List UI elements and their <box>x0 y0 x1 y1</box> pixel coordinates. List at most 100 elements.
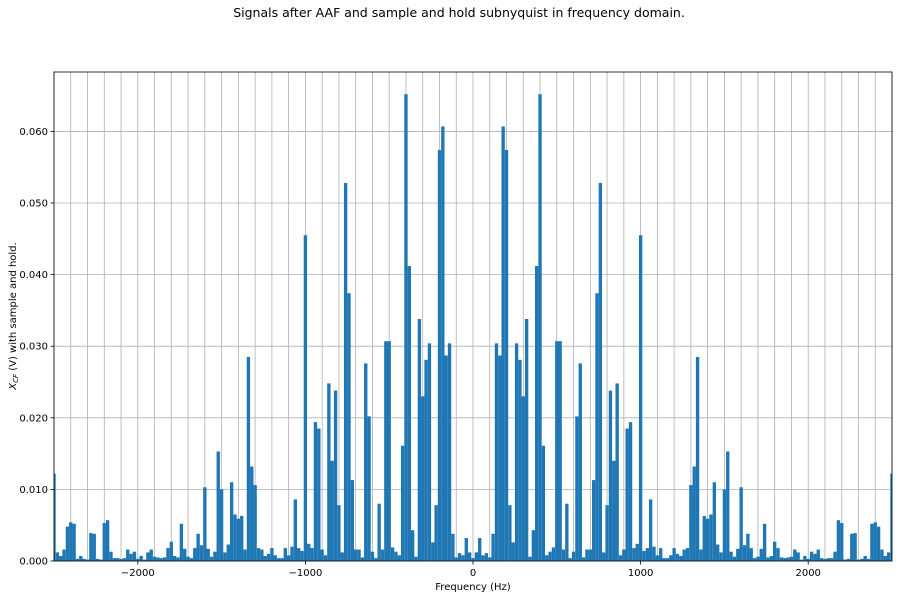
bar <box>732 556 737 561</box>
bar <box>136 558 140 561</box>
bar <box>585 549 589 561</box>
bar <box>813 553 817 561</box>
bar <box>608 390 613 561</box>
bar <box>122 558 127 561</box>
y-tick-label: 0.010 <box>19 485 48 496</box>
bar <box>689 485 693 561</box>
bar <box>246 356 251 561</box>
bar <box>280 558 284 561</box>
bar <box>350 480 355 561</box>
bar <box>75 558 80 561</box>
bar <box>199 545 204 561</box>
bar <box>166 548 170 561</box>
bar <box>156 557 160 561</box>
bar <box>176 557 180 561</box>
y-axis-label: XCF (V) with sample and hold. <box>8 242 20 390</box>
y-axis-label-rest: (V) with sample and hold. <box>8 242 19 374</box>
bar <box>129 553 133 561</box>
bar <box>652 546 656 561</box>
bar <box>347 293 351 561</box>
bar <box>531 530 536 561</box>
bar <box>672 548 676 561</box>
bar <box>146 552 150 561</box>
bar <box>491 533 495 561</box>
bar <box>833 551 837 561</box>
bar <box>286 555 291 561</box>
bar <box>829 558 834 561</box>
bar <box>270 548 274 561</box>
bar <box>850 533 854 561</box>
bar <box>307 543 311 561</box>
bar <box>364 363 368 561</box>
bar <box>62 549 66 561</box>
bar <box>69 522 73 561</box>
bar <box>457 553 462 561</box>
bar <box>501 126 505 561</box>
bar <box>186 556 190 561</box>
bar <box>568 558 572 561</box>
bar <box>126 549 130 561</box>
bar <box>695 356 700 561</box>
bar <box>213 551 217 561</box>
bar <box>337 505 341 561</box>
bar <box>481 555 485 561</box>
bar <box>179 523 184 561</box>
bar <box>635 543 639 561</box>
bar <box>856 559 861 561</box>
bar <box>692 466 696 561</box>
bar <box>518 359 522 561</box>
bar <box>72 523 76 561</box>
bar <box>384 341 388 561</box>
bar <box>739 487 743 561</box>
bar <box>638 235 643 561</box>
bar <box>548 551 552 561</box>
bar <box>464 538 468 561</box>
bar <box>860 558 864 561</box>
bar <box>216 451 220 561</box>
bar <box>82 558 86 561</box>
bar <box>575 416 579 561</box>
bar <box>317 428 321 561</box>
bar <box>759 548 763 561</box>
bar <box>394 551 398 561</box>
bar <box>99 559 103 561</box>
bar <box>796 552 800 561</box>
bar <box>219 489 224 561</box>
x-tick-label: −2000 <box>121 568 155 579</box>
bar <box>773 541 777 561</box>
bar <box>377 503 381 561</box>
bar <box>729 551 733 561</box>
bar <box>253 485 257 561</box>
bar <box>528 556 532 561</box>
bar <box>840 523 844 561</box>
bar <box>414 556 418 561</box>
y-tick-label: 0.060 <box>19 127 48 138</box>
bar <box>488 557 492 561</box>
bar <box>427 343 432 561</box>
bar <box>762 523 767 561</box>
bar <box>866 558 871 561</box>
bar <box>461 555 465 561</box>
bar <box>669 555 673 561</box>
bar <box>541 445 546 561</box>
bar <box>766 557 770 561</box>
x-tick-label: −1000 <box>288 568 322 579</box>
bar <box>152 556 157 561</box>
bar <box>417 319 422 561</box>
grid <box>53 72 893 562</box>
bar <box>367 416 371 561</box>
bar <box>571 551 576 561</box>
bar <box>769 555 774 561</box>
bar <box>679 555 683 561</box>
bar <box>558 341 562 561</box>
bar <box>622 549 626 561</box>
bar <box>454 557 458 561</box>
bar <box>752 558 757 561</box>
bar <box>665 558 670 561</box>
bar <box>642 550 646 561</box>
bar <box>323 555 328 561</box>
bar <box>716 544 720 561</box>
bar <box>799 559 804 561</box>
bar <box>863 555 867 561</box>
bar <box>290 546 294 561</box>
